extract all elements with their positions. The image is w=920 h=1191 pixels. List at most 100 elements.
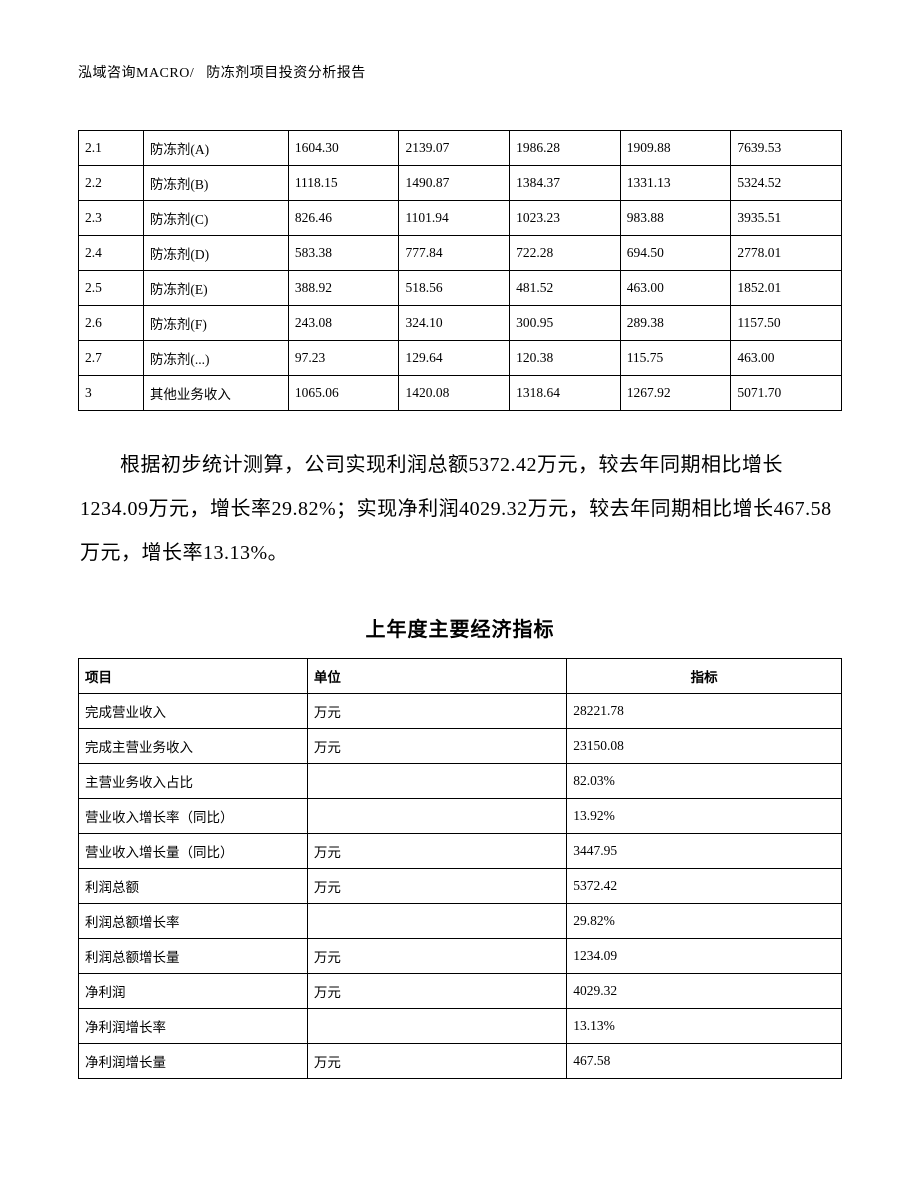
header-item: 项目 <box>79 659 308 694</box>
table-cell: 2.6 <box>79 306 144 341</box>
header-unit: 单位 <box>307 659 566 694</box>
table-cell: 完成主营业务收入 <box>79 729 308 764</box>
table-cell <box>307 904 566 939</box>
table-cell: 万元 <box>307 939 566 974</box>
table-row: 利润总额万元5372.42 <box>79 869 842 904</box>
table-row: 利润总额增长量万元1234.09 <box>79 939 842 974</box>
table-row: 营业收入增长率（同比） 13.92% <box>79 799 842 834</box>
table-cell: 1234.09 <box>567 939 842 974</box>
table-cell: 583.38 <box>288 236 399 271</box>
table-cell: 3 <box>79 376 144 411</box>
table-cell: 129.64 <box>399 341 510 376</box>
table-row: 2.7防冻剂(...)97.23129.64120.38115.75463.00 <box>79 341 842 376</box>
table-cell: 2.5 <box>79 271 144 306</box>
table-cell: 完成营业收入 <box>79 694 308 729</box>
table-cell: 万元 <box>307 869 566 904</box>
table-cell: 324.10 <box>399 306 510 341</box>
table-row: 主营业务收入占比 82.03% <box>79 764 842 799</box>
table-cell: 2.1 <box>79 131 144 166</box>
header-value: 指标 <box>567 659 842 694</box>
table-cell: 净利润增长量 <box>79 1044 308 1079</box>
table-cell: 115.75 <box>620 341 731 376</box>
table-row: 3其他业务收入1065.061420.081318.641267.925071.… <box>79 376 842 411</box>
table-cell: 防冻剂(F) <box>143 306 288 341</box>
table-cell: 1065.06 <box>288 376 399 411</box>
summary-paragraph: 根据初步统计测算，公司实现利润总额5372.42万元，较去年同期相比增长1234… <box>78 443 842 575</box>
table-cell: 4029.32 <box>567 974 842 1009</box>
table-cell: 1490.87 <box>399 166 510 201</box>
table-cell: 防冻剂(...) <box>143 341 288 376</box>
table-cell: 481.52 <box>510 271 621 306</box>
table-cell: 5324.52 <box>731 166 842 201</box>
table-cell: 463.00 <box>620 271 731 306</box>
table-cell: 1023.23 <box>510 201 621 236</box>
table-cell <box>307 1009 566 1044</box>
table-cell: 万元 <box>307 694 566 729</box>
table-cell: 5071.70 <box>731 376 842 411</box>
table-cell: 2.4 <box>79 236 144 271</box>
table-cell: 28221.78 <box>567 694 842 729</box>
table-cell: 2.2 <box>79 166 144 201</box>
table-cell: 23150.08 <box>567 729 842 764</box>
table-cell: 463.00 <box>731 341 842 376</box>
table-cell: 营业收入增长率（同比） <box>79 799 308 834</box>
table-cell: 1604.30 <box>288 131 399 166</box>
table-cell: 7639.53 <box>731 131 842 166</box>
table-cell: 1157.50 <box>731 306 842 341</box>
table-cell: 营业收入增长量（同比） <box>79 834 308 869</box>
table-row: 利润总额增长率29.82% <box>79 904 842 939</box>
product-revenue-table: 2.1防冻剂(A)1604.302139.071986.281909.88763… <box>78 130 842 411</box>
table-cell: 3935.51 <box>731 201 842 236</box>
table-cell: 243.08 <box>288 306 399 341</box>
table-cell: 主营业务收入占比 <box>79 764 308 799</box>
table-cell: 3447.95 <box>567 834 842 869</box>
table-cell: 388.92 <box>288 271 399 306</box>
table-cell: 694.50 <box>620 236 731 271</box>
table-row: 2.1防冻剂(A)1604.302139.071986.281909.88763… <box>79 131 842 166</box>
table-cell: 万元 <box>307 974 566 1009</box>
economic-indicators-table: 项目 单位 指标 完成营业收入万元28221.78完成主营业务收入万元23150… <box>78 658 842 1079</box>
table-cell: 1852.01 <box>731 271 842 306</box>
table-cell: 13.92% <box>567 799 842 834</box>
table-row: 2.2防冻剂(B)1118.151490.871384.371331.13532… <box>79 166 842 201</box>
table-cell: 13.13% <box>567 1009 842 1044</box>
table-cell: 777.84 <box>399 236 510 271</box>
header-title: 防冻剂项目投资分析报告 <box>206 66 366 81</box>
table-cell: 722.28 <box>510 236 621 271</box>
table-cell: 518.56 <box>399 271 510 306</box>
table-cell: 净利润 <box>79 974 308 1009</box>
table-cell: 1909.88 <box>620 131 731 166</box>
table-cell: 防冻剂(A) <box>143 131 288 166</box>
table-row: 2.5防冻剂(E)388.92518.56481.52463.001852.01 <box>79 271 842 306</box>
table-row: 净利润增长量万元467.58 <box>79 1044 842 1079</box>
table-cell: 利润总额增长率 <box>79 904 308 939</box>
table-header-row: 项目 单位 指标 <box>79 659 842 694</box>
table-row: 完成营业收入万元28221.78 <box>79 694 842 729</box>
table-row: 净利润增长率13.13% <box>79 1009 842 1044</box>
table-cell: 防冻剂(E) <box>143 271 288 306</box>
table-cell: 1101.94 <box>399 201 510 236</box>
table-cell: 467.58 <box>567 1044 842 1079</box>
table-cell: 利润总额增长量 <box>79 939 308 974</box>
table-cell: 万元 <box>307 729 566 764</box>
table-cell: 120.38 <box>510 341 621 376</box>
table-row: 净利润万元4029.32 <box>79 974 842 1009</box>
page-header: 泓域咨询MACRO/ 防冻剂项目投资分析报告 <box>78 62 842 82</box>
table-cell: 1318.64 <box>510 376 621 411</box>
table-cell: 1267.92 <box>620 376 731 411</box>
table-cell: 防冻剂(C) <box>143 201 288 236</box>
table-row: 2.6防冻剂(F)243.08324.10300.95289.381157.50 <box>79 306 842 341</box>
table-cell <box>307 764 566 799</box>
table-cell: 82.03% <box>567 764 842 799</box>
table-cell: 97.23 <box>288 341 399 376</box>
table-cell: 289.38 <box>620 306 731 341</box>
table-cell: 防冻剂(B) <box>143 166 288 201</box>
table-cell: 2778.01 <box>731 236 842 271</box>
table-cell: 万元 <box>307 1044 566 1079</box>
table-row: 2.3防冻剂(C)826.461101.941023.23983.883935.… <box>79 201 842 236</box>
table-cell: 2.3 <box>79 201 144 236</box>
table-cell: 2139.07 <box>399 131 510 166</box>
table-row: 2.4防冻剂(D)583.38777.84722.28694.502778.01 <box>79 236 842 271</box>
table-cell: 2.7 <box>79 341 144 376</box>
table-cell: 5372.42 <box>567 869 842 904</box>
